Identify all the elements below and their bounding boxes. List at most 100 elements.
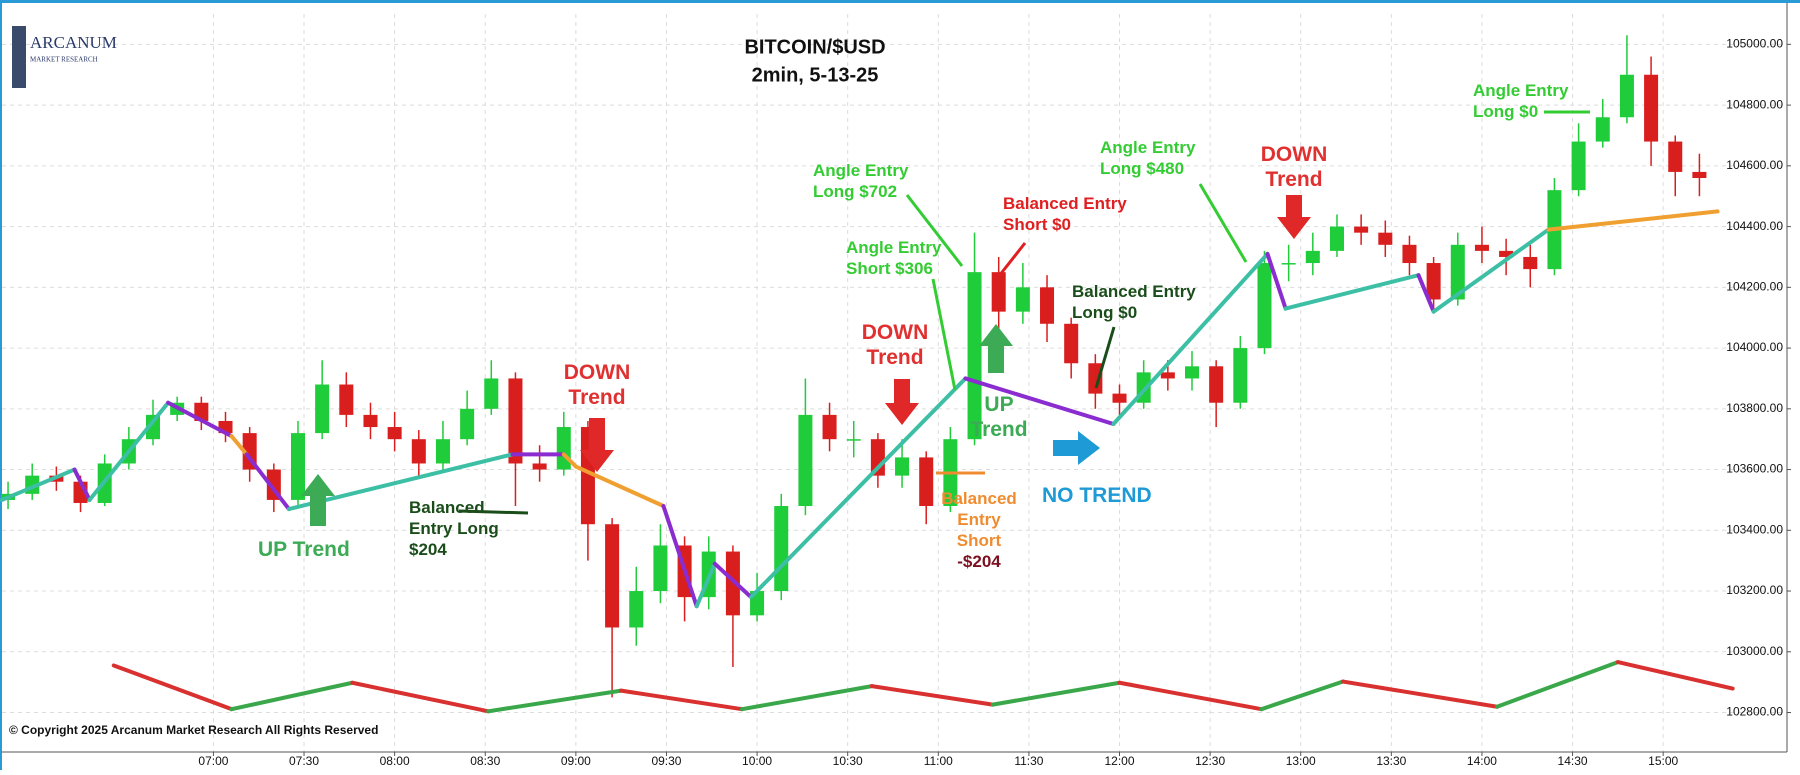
trend-segment (286, 452, 515, 512)
candle-body (290, 433, 305, 500)
candle-body (725, 551, 740, 616)
x-tick-label: 14:00 (1467, 754, 1497, 768)
trend-segment (0, 467, 77, 502)
indicator-segment (1117, 680, 1264, 712)
trend-segment (573, 464, 666, 508)
trend-segment (712, 561, 754, 600)
x-tick-label: 09:00 (561, 754, 591, 768)
candle-body (1619, 74, 1634, 118)
left-border (0, 0, 2, 770)
annotation-line: DOWN (563, 361, 631, 384)
chart-subtitle: 2min, 5-13-25 (752, 64, 879, 86)
logo-figure (12, 26, 26, 88)
annotation: Angle Entry Long $0 (1473, 80, 1568, 122)
annotation-line: UP Trend (258, 538, 350, 561)
candle-body (1595, 117, 1610, 142)
annotation-line: Balanced Entry (1003, 194, 1127, 213)
trend-segment (1546, 209, 1720, 232)
candle-body (484, 378, 499, 409)
x-tick-label: 12:30 (1195, 754, 1225, 768)
candle-body (1426, 263, 1441, 300)
annotation: DOWN Trend (862, 320, 929, 370)
annotation-line: $204 (409, 540, 447, 559)
annotation-line: UP (984, 393, 1014, 416)
y-tick-label: 103800.00 (1726, 401, 1783, 415)
x-tick-label: 11:00 (924, 754, 953, 768)
trend-segment (87, 400, 171, 502)
annotation: Angle Entry Long $702 (813, 160, 908, 202)
x-tick-label: 10:00 (742, 754, 772, 768)
candle-body (1209, 366, 1224, 403)
x-tick-label: 10:30 (833, 754, 863, 768)
candle-body (1281, 263, 1296, 265)
indicator-segment (229, 680, 355, 712)
candle-body (1354, 226, 1369, 233)
annotation: Balanced Entry Short -$204 (941, 488, 1017, 572)
annotation-line: Long $480 (1100, 159, 1185, 178)
y-tick-label: 104000.00 (1726, 340, 1783, 354)
candle-body (1088, 363, 1103, 394)
annotation-line: Short (956, 531, 1002, 550)
candle-body (846, 439, 861, 441)
y-tick-label: 103400.00 (1726, 522, 1783, 536)
candle-body (315, 384, 330, 434)
candle-body (1015, 287, 1030, 312)
indicator-segment (990, 680, 1122, 707)
annotation-line: NO TREND (1042, 484, 1152, 507)
candle-body (895, 457, 910, 476)
y-tick-label: 103600.00 (1726, 462, 1783, 476)
annotation: Angle Entry Long $480 (1100, 137, 1195, 179)
candle-body (339, 384, 354, 415)
logo-tagline: MARKET RESEARCH (30, 56, 98, 64)
y-tick-label: 104400.00 (1726, 219, 1783, 233)
indicator-segment (1495, 660, 1620, 709)
annotation-line: Balanced (409, 498, 485, 517)
annotation-line: Long $0 (1072, 303, 1138, 322)
annotation-line: Long $0 (1473, 102, 1539, 121)
indicator-segment (1615, 660, 1735, 691)
candle-body (605, 524, 620, 628)
trend-segment (1416, 273, 1436, 314)
x-tick-label: 07:00 (198, 754, 228, 768)
x-tick-label: 14:30 (1558, 754, 1588, 768)
y-tick-label: 103000.00 (1726, 644, 1783, 658)
pointer (1198, 183, 1248, 263)
annotation-line: Trend (568, 386, 626, 409)
pointer (1094, 326, 1116, 389)
logo-name: ARCANUM (30, 33, 117, 52)
y-tick-label: 103200.00 (1726, 583, 1783, 597)
annotation: Angle Entry Short $306 (846, 237, 941, 279)
candle-body (363, 414, 378, 428)
copyright: © Copyright 2025 Arcanum Market Research… (9, 723, 378, 737)
candle-body (1692, 171, 1707, 178)
candle-body (1450, 244, 1465, 300)
candle-body (411, 439, 426, 464)
trend-segment (166, 400, 234, 439)
candle-body (508, 378, 523, 464)
indicator-segment (111, 663, 234, 712)
candle-body (435, 439, 450, 464)
candle-body (629, 591, 644, 628)
candle-body (1064, 323, 1079, 364)
annotation-line: Angle Entry (1100, 138, 1196, 157)
pointer (458, 509, 529, 515)
x-tick-label: 15:00 (1648, 754, 1678, 768)
annotation-line: DOWN (861, 321, 929, 344)
marks (0, 35, 1735, 714)
annotation: Balanced Entry Short $0 (1003, 193, 1127, 235)
candle-body (387, 427, 402, 440)
x-tick-label: 07:30 (289, 754, 319, 768)
annotation-line: Balanced Entry (1072, 282, 1196, 301)
y-tick-label: 102800.00 (1726, 705, 1783, 719)
candle-body (146, 414, 161, 440)
indicator-segment (486, 688, 624, 714)
candle-body (774, 506, 789, 592)
candle-body (919, 457, 934, 506)
candle-body (1160, 372, 1175, 379)
annotation-line: Balanced (941, 489, 1017, 508)
candle-body (1644, 74, 1659, 142)
up-arrow (301, 474, 335, 526)
candle-body (1499, 250, 1514, 257)
trend-segment (1283, 273, 1421, 311)
